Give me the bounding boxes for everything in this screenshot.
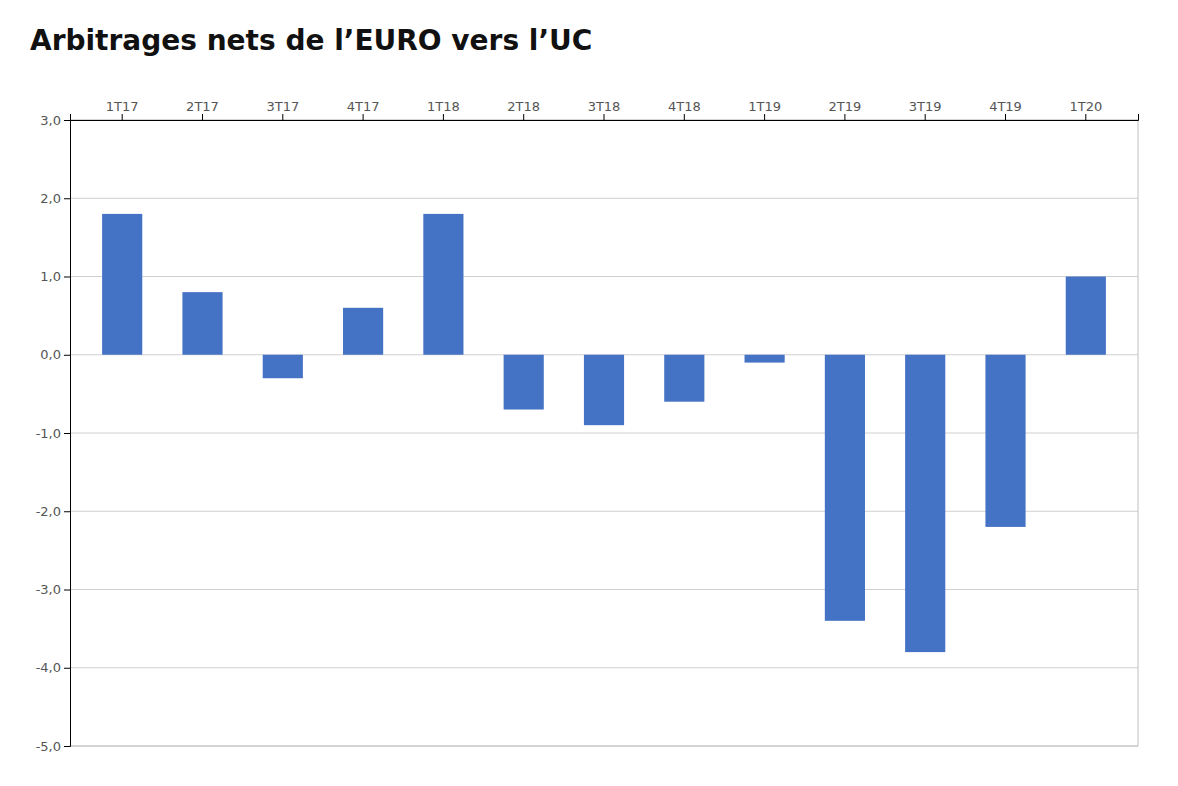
axis-line [71, 114, 1139, 121]
bar [423, 214, 463, 355]
x-tick: 3T18 [588, 99, 621, 120]
bar [905, 355, 945, 652]
x-tick-label: 4T18 [668, 99, 701, 114]
y-tick: -2,0 [36, 504, 70, 519]
y-tick: 1,0 [40, 269, 70, 284]
x-tick-label: 4T17 [347, 99, 380, 114]
y-tick-label: 3,0 [40, 113, 61, 128]
x-tick-label: 3T19 [909, 99, 942, 114]
frame-line [70, 746, 1138, 747]
grid-line [70, 433, 1138, 434]
y-tick: -3,0 [36, 582, 70, 597]
x-tick-mark [684, 114, 685, 120]
frame-line [1138, 120, 1139, 746]
y-axis: -5,0 -4,0 -3,0 -2,0 -1,0 0,0 1,0 2,0 3,0 [36, 113, 71, 754]
y-tick: 0,0 [40, 347, 70, 362]
bar [584, 355, 624, 425]
chart-container: Arbitrages nets de l’EURO vers l’UC-5,0-… [0, 0, 1178, 786]
bar [504, 355, 544, 410]
x-tick: 4T19 [989, 99, 1022, 120]
y-tick-mark [64, 355, 70, 356]
bar [102, 214, 142, 355]
grid-line [70, 198, 1138, 199]
x-tick: 3T17 [266, 99, 299, 120]
x-tick-mark [1005, 114, 1006, 120]
bars [102, 214, 1106, 652]
x-tick-mark [764, 114, 765, 120]
x-tick: 2T17 [186, 99, 219, 120]
x-tick: 1T20 [1069, 99, 1102, 120]
y-tick-label: -5,0 [36, 739, 61, 754]
grid-line [70, 276, 1138, 277]
y-tick: -5,0 [36, 739, 70, 754]
x-tick: 4T17 [347, 99, 380, 120]
x-tick-mark [443, 114, 444, 120]
x-tick-label: 2T17 [186, 99, 219, 114]
title: Arbitrages nets de l’EURO vers l’UC [30, 24, 592, 57]
y-tick-label: -4,0 [36, 660, 61, 675]
x-tick-mark [844, 114, 845, 120]
y-tick-label: 1,0 [40, 269, 61, 284]
frame [70, 120, 1138, 746]
plot: -5,0 -4,0 -3,0 -2,0 -1,0 0,0 1,0 2,0 3,0 1T17 2T17… [36, 99, 1139, 754]
y-tick-label: -3,0 [36, 582, 61, 597]
x-tick: 2T18 [507, 99, 540, 120]
x-tick-label: 1T18 [427, 99, 460, 114]
y-tick-label: 2,0 [40, 191, 61, 206]
x-tick-label: 2T19 [829, 99, 862, 114]
bar [182, 292, 222, 355]
bar [263, 355, 303, 378]
x-tick: 1T17 [106, 99, 139, 120]
bar [745, 355, 785, 363]
x-tick: 3T19 [909, 99, 942, 120]
bar [985, 355, 1025, 527]
y-tick-label: -1,0 [36, 426, 61, 441]
x-tick-label: 3T17 [266, 99, 299, 114]
x-tick-mark [1085, 114, 1086, 120]
x-tick-mark [202, 114, 203, 120]
x-tick-mark [523, 114, 524, 120]
grid-line [70, 589, 1138, 590]
x-tick-mark [363, 114, 364, 120]
y-tick-label: -2,0 [36, 504, 61, 519]
y-tick-mark [64, 433, 70, 434]
x-axis: 1T17 2T17 3T17 4T17 1T18 2T18 3T18 4T18 1T19 2T19… [71, 99, 1139, 121]
x-tick-label: 3T18 [588, 99, 621, 114]
x-tick-label: 1T19 [748, 99, 781, 114]
x-tick-mark [122, 114, 123, 120]
y-tick: -1,0 [36, 426, 70, 441]
y-tick: 3,0 [40, 113, 70, 128]
bar [343, 308, 383, 355]
y-tick: 2,0 [40, 191, 70, 206]
chart-svg: Arbitrages nets de l’EURO vers l’UC-5,0-… [0, 0, 1178, 786]
grid-line [70, 511, 1138, 512]
axis-line [64, 121, 71, 747]
y-tick-mark [64, 198, 70, 199]
grid-line [70, 667, 1138, 668]
y-tick-mark [64, 668, 70, 669]
x-tick-mark [282, 114, 283, 120]
x-tick-label: 4T19 [989, 99, 1022, 114]
x-tick: 1T18 [427, 99, 460, 120]
x-tick-mark [604, 114, 605, 120]
x-tick: 4T18 [668, 99, 701, 120]
bar [1066, 277, 1106, 355]
x-tick: 1T19 [748, 99, 781, 120]
y-tick-mark [64, 590, 70, 591]
x-tick-mark [925, 114, 926, 120]
y-tick-label: 0,0 [40, 347, 61, 362]
grid [70, 120, 1138, 746]
grid-line [70, 746, 1138, 747]
x-tick-label: 2T18 [507, 99, 540, 114]
y-tick-mark [64, 277, 70, 278]
bar [664, 355, 704, 402]
x-tick-label: 1T17 [106, 99, 139, 114]
y-tick-mark [64, 746, 70, 747]
x-tick: 2T19 [829, 99, 862, 120]
y-tick-mark [64, 120, 70, 121]
x-tick-label: 1T20 [1069, 99, 1102, 114]
y-tick-mark [64, 511, 70, 512]
y-tick: -4,0 [36, 660, 70, 675]
bar [825, 355, 865, 621]
